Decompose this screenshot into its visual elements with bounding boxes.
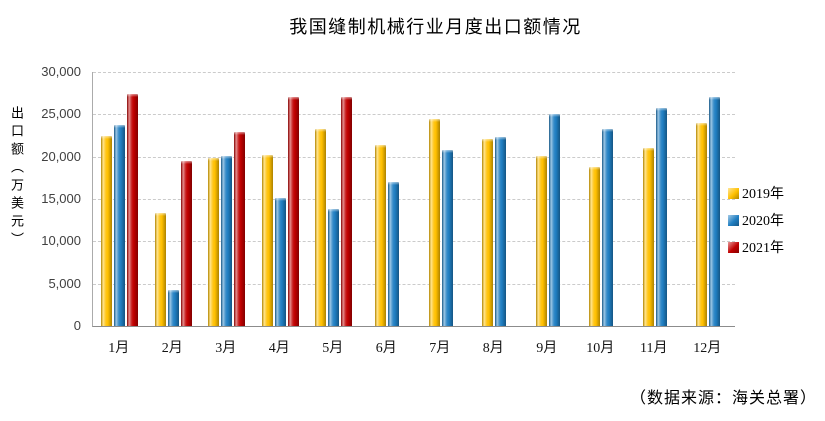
legend-swatch-icon — [728, 187, 739, 199]
bar-2021年-4月 — [287, 97, 299, 326]
y-tick-label: 10,000 — [41, 233, 81, 249]
y-tick-label: 15,000 — [41, 191, 81, 206]
bar-2019年-7月 — [428, 119, 440, 326]
x-tick-label-10月: 10月 — [586, 341, 615, 356]
legend-label: 2020年 — [742, 214, 784, 229]
bar-2019年-4月 — [261, 155, 273, 326]
x-tick-label-11月: 11月 — [640, 341, 668, 356]
x-tick-label-6月: 6月 — [375, 341, 397, 356]
bar-2020年-3月 — [221, 155, 233, 327]
bar-2019年-11月 — [642, 148, 654, 326]
bar-group-6月 — [361, 72, 415, 327]
bar-group-10月 — [575, 72, 629, 327]
bar-2021年-3月 — [234, 132, 246, 326]
bar-2019年-9月 — [535, 155, 547, 327]
bar-2020年-9月 — [548, 113, 560, 326]
bar-group-11月 — [628, 72, 682, 327]
gridline-30000 — [93, 72, 735, 73]
bar-group-12月 — [682, 72, 736, 327]
bar-2020年-12月 — [709, 97, 721, 326]
bar-group-4月 — [254, 72, 308, 326]
bar-2019年-8月 — [482, 138, 494, 327]
gridline-10000 — [93, 241, 735, 243]
bar-2021年-5月 — [341, 97, 353, 326]
gridline-15000 — [93, 199, 735, 200]
bar-2020年-2月 — [167, 290, 179, 326]
bar-2020年-8月 — [495, 137, 507, 326]
bar-groups — [93, 72, 736, 327]
x-tick-label-3月: 3月 — [215, 341, 237, 356]
x-tick-label-7月: 7月 — [429, 341, 451, 356]
y-tick-label: 30,000 — [41, 64, 81, 79]
x-tick-label-12月: 12月 — [693, 341, 722, 356]
source-note: （数据来源：海关总署） — [629, 390, 817, 407]
y-tick-label: 25,000 — [41, 106, 81, 122]
bar-2019年-5月 — [315, 128, 327, 327]
legend: 2019年 2020年 2021年 — [728, 183, 784, 257]
bar-2019年-1月 — [101, 136, 113, 326]
y-tick-label: 20,000 — [41, 148, 81, 164]
legend-label: 2021年 — [742, 241, 784, 256]
bar-2020年-10月 — [602, 128, 614, 327]
bar-group-8月 — [468, 72, 522, 327]
bar-2020年-4月 — [274, 198, 286, 326]
bar-group-7月 — [414, 72, 468, 327]
bar-2020年-1月 — [114, 124, 126, 326]
x-tick-label-4月: 4月 — [268, 341, 290, 356]
y-axis-ticks: 0 5,000 10,000 15,000 20,000 25,000 30,000 — [0, 64, 86, 333]
bar-group-3月 — [200, 72, 254, 327]
gridline-25000 — [93, 114, 735, 116]
bar-2019年-12月 — [696, 122, 708, 327]
legend-swatch-icon — [728, 214, 739, 226]
bar-2020年-5月 — [328, 209, 340, 326]
bar-2019年-6月 — [375, 144, 387, 327]
plot-area — [92, 72, 735, 327]
gridline-20000 — [93, 156, 735, 158]
bar-group-5月 — [307, 72, 361, 327]
chart-title: 我国缝制机械行业月度出口额情况 — [289, 17, 582, 37]
bar-2019年-10月 — [589, 166, 601, 327]
bar-2021年-1月 — [127, 94, 139, 326]
bar-group-1月 — [93, 72, 147, 326]
x-tick-label-2月: 2月 — [161, 341, 183, 356]
bar-group-2月 — [147, 72, 201, 327]
legend-label: 2019年 — [742, 187, 784, 202]
legend-item-2019年: 2019年 — [728, 183, 784, 203]
x-tick-label-9月: 9月 — [536, 341, 558, 356]
bar-2020年-7月 — [441, 149, 453, 327]
legend-item-2020年: 2020年 — [728, 210, 784, 230]
bar-2021年-2月 — [180, 160, 192, 327]
bar-2020年-11月 — [655, 107, 667, 327]
x-tick-label-1月: 1月 — [108, 341, 130, 356]
bar-2020年-6月 — [388, 182, 400, 326]
x-axis-ticks: 1月 2月 3月 4月 5月 6月 7月 8月 9月 10月 11月 12月 — [92, 337, 734, 357]
bar-group-9月 — [521, 72, 575, 327]
gridline-5000 — [93, 283, 735, 285]
legend-item-2021年: 2021年 — [728, 237, 784, 257]
y-tick-label: 5,000 — [48, 275, 81, 291]
bar-2019年-3月 — [208, 158, 220, 326]
legend-swatch-icon — [728, 241, 739, 253]
x-tick-label-5月: 5月 — [322, 341, 344, 356]
bar-2019年-2月 — [154, 212, 166, 326]
y-axis-title: 出口额（万美元） — [9, 106, 24, 250]
x-tick-label-8月: 8月 — [482, 341, 504, 356]
y-tick-label: 0 — [73, 318, 81, 333]
